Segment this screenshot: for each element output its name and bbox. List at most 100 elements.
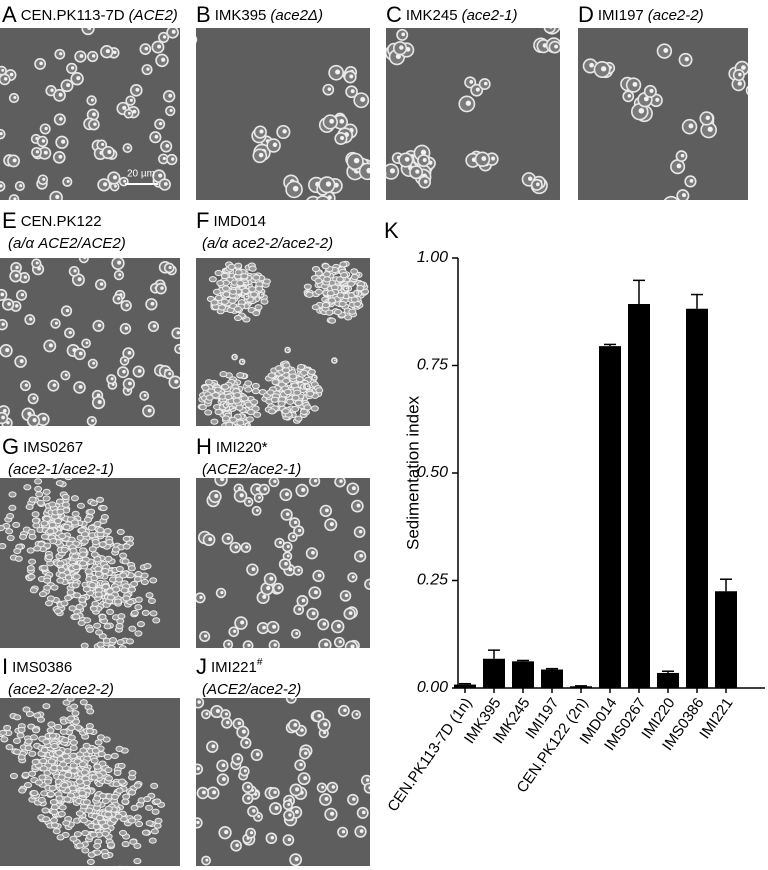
cell-core	[422, 158, 427, 163]
cell-core	[123, 358, 127, 362]
cell-core	[365, 778, 370, 782]
cell	[54, 723, 63, 731]
micrograph	[196, 478, 370, 648]
cell	[56, 577, 65, 584]
cell-core	[58, 154, 63, 159]
strain-name: IMS0386	[12, 659, 72, 676]
cell-core	[266, 586, 271, 591]
cell	[39, 765, 48, 772]
cell	[50, 808, 59, 815]
cell-core	[689, 179, 694, 183]
cell	[363, 782, 370, 794]
cell-core	[1, 415, 5, 420]
cell-core	[144, 46, 149, 51]
cell-core	[313, 479, 318, 483]
cell	[19, 533, 28, 540]
cell	[95, 814, 104, 822]
cell-core	[32, 418, 37, 423]
cell-core	[351, 486, 356, 491]
cell-core	[284, 561, 288, 566]
strain-name: IMK245	[406, 7, 458, 24]
cell-core	[287, 348, 290, 351]
cell-core	[358, 529, 363, 534]
cell	[86, 708, 95, 715]
cell	[64, 594, 73, 602]
cell	[58, 572, 67, 579]
cell-core	[211, 744, 216, 749]
cell	[31, 758, 40, 766]
cell-core	[238, 486, 242, 490]
cell	[29, 587, 38, 594]
cell-core	[135, 87, 140, 92]
cell-core	[252, 809, 256, 813]
cell-core	[688, 123, 694, 129]
strain-name: IMI220*	[216, 439, 268, 456]
cell	[93, 842, 102, 850]
cell	[227, 263, 236, 270]
cell-core	[334, 359, 336, 362]
cell	[236, 279, 245, 287]
cell	[78, 551, 87, 558]
cell	[145, 820, 154, 827]
cell	[31, 727, 40, 734]
strain-name: IMD014	[213, 213, 266, 230]
cell-core	[300, 728, 304, 732]
cell	[37, 716, 46, 723]
cell-core	[5, 348, 10, 353]
cell	[69, 547, 78, 554]
cell-core	[680, 153, 685, 158]
cell	[89, 831, 98, 838]
cell	[214, 408, 223, 416]
cell-core	[243, 769, 247, 773]
bar	[570, 686, 592, 688]
cell	[220, 272, 229, 280]
cell-core	[157, 44, 162, 49]
cell	[89, 500, 98, 507]
cell-core	[105, 49, 110, 54]
cell-core	[481, 156, 487, 161]
cell-core	[124, 326, 129, 330]
cell	[251, 388, 260, 395]
cell-core	[110, 377, 114, 381]
cell-core	[270, 836, 275, 840]
cell	[43, 778, 52, 785]
cell	[326, 290, 335, 297]
cell-core	[92, 361, 96, 365]
cell	[26, 565, 35, 572]
cell	[38, 590, 47, 598]
cell-core	[165, 144, 170, 148]
cell-core	[205, 858, 209, 862]
cell-core	[128, 381, 132, 386]
cell	[233, 305, 242, 313]
cell	[67, 715, 76, 722]
panel-letter: E	[2, 208, 17, 233]
cell	[174, 343, 180, 354]
cell-core	[240, 620, 245, 625]
cell-core	[20, 293, 25, 297]
cell	[86, 626, 95, 633]
cell-core	[78, 384, 83, 389]
cell	[107, 644, 116, 648]
cell-core	[313, 590, 318, 595]
cell	[102, 736, 111, 743]
cell-core	[39, 61, 43, 66]
cell	[745, 85, 748, 96]
panel-letter: D	[578, 2, 594, 27]
cell	[252, 274, 261, 281]
cell	[225, 421, 234, 426]
cell-core	[215, 708, 220, 714]
cell	[98, 613, 107, 621]
cell	[254, 304, 263, 311]
cell	[229, 288, 238, 295]
cell	[44, 600, 53, 607]
cell-core	[294, 857, 299, 862]
cell	[47, 758, 56, 765]
strain-name: IMI197	[598, 7, 644, 24]
cell-core	[359, 829, 364, 833]
cell-core	[340, 135, 345, 140]
cell-core	[314, 376, 316, 379]
cell-core	[65, 308, 70, 313]
y-tick-label: 0.75	[417, 357, 448, 374]
y-tick-label: 0.00	[417, 679, 448, 696]
cell-core	[491, 156, 496, 161]
